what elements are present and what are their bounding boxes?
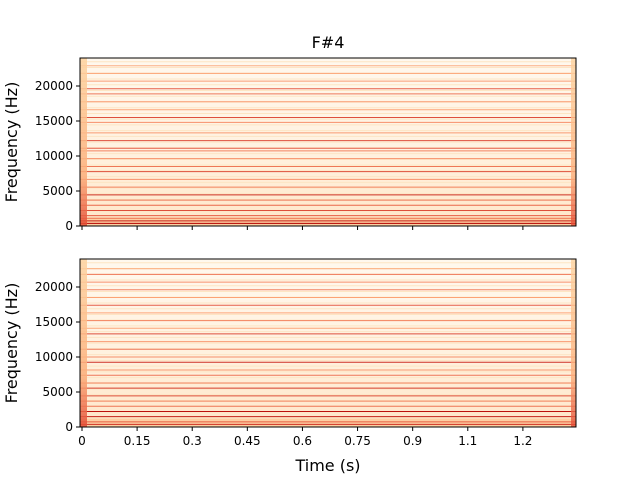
x-tick-label: 0.15 [124, 434, 151, 448]
low-frequency-energy [80, 418, 576, 427]
bottom-y-axis-ticks: 0 5000 10000 15000 20000 [35, 280, 80, 434]
x-tick-label: 1.1 [458, 434, 477, 448]
top-spectrogram-panel: F#4 0 5000 10000 15000 20000 Frequency (Hz) [2, 33, 577, 233]
y-tick-label: 20000 [35, 79, 73, 93]
y-tick-label: 0 [65, 420, 73, 434]
y-tick-label: 5000 [42, 184, 73, 198]
offset-transient [571, 259, 576, 427]
bottom-heatmap-area [80, 259, 576, 427]
x-tick-label: 0.75 [344, 434, 371, 448]
y-tick-label: 10000 [35, 149, 73, 163]
bottom-x-axis-ticks: 0 0.15 0.3 0.45 0.6 0.75 0.9 1.1 1.2 [78, 427, 532, 448]
bottom-plot-frame [79, 258, 577, 428]
offset-transient [571, 58, 576, 226]
top-plot-frame [79, 57, 577, 227]
x-tick-label: 0 [78, 434, 86, 448]
x-tick-label: 0.3 [183, 434, 202, 448]
bottom-spectrogram-panel: 0 5000 10000 15000 20000 0 0.15 0.3 0.45 0.6 0.75… [2, 258, 577, 475]
x-tick-label: 1.2 [513, 434, 532, 448]
y-tick-label: 5000 [42, 385, 73, 399]
x-tick-label: 0.6 [293, 434, 312, 448]
y-tick-label: 15000 [35, 315, 73, 329]
y-tick-label: 15000 [35, 114, 73, 128]
y-tick-label: 20000 [35, 280, 73, 294]
onset-transient [80, 259, 87, 427]
x-axis-label: Time (s) [294, 456, 360, 475]
low-frequency-energy [80, 217, 576, 226]
top-heatmap-area [80, 58, 576, 226]
bottom-y-axis-label: Frequency (Hz) [2, 283, 21, 404]
y-tick-label: 10000 [35, 350, 73, 364]
top-y-axis-ticks: 0 5000 10000 15000 20000 [35, 79, 80, 233]
onset-transient [80, 58, 87, 226]
chart-title: F#4 [312, 33, 345, 52]
top-x-axis-ticks [81, 226, 524, 230]
y-tick-label: 0 [65, 219, 73, 233]
x-tick-label: 0.9 [403, 434, 422, 448]
x-tick-label: 0.45 [234, 434, 261, 448]
top-y-axis-label: Frequency (Hz) [2, 82, 21, 203]
